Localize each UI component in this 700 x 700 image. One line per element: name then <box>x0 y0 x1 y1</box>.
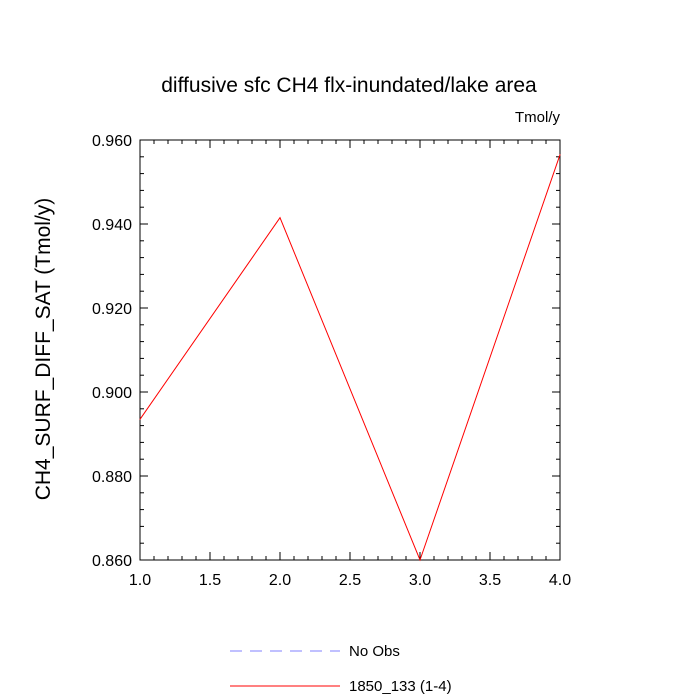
data-point <box>279 217 281 219</box>
data-point <box>559 154 561 156</box>
legend-label: 1850_133 (1-4) <box>349 678 452 695</box>
x-tick-label: 2.0 <box>269 572 291 589</box>
y-axis-label: CH4_SURF_DIFF_SAT (Tmol/y) <box>32 198 55 501</box>
legend-label: No Obs <box>349 643 400 660</box>
x-tick-label: 2.5 <box>339 572 361 589</box>
x-tick-label: 3.5 <box>479 572 501 589</box>
y-tick-label: 0.920 <box>92 301 132 318</box>
series-lines <box>139 154 561 562</box>
plot-frame <box>139 139 561 561</box>
x-tick-label: 3.0 <box>409 572 431 589</box>
series-line-1 <box>139 154 561 562</box>
y-tick-label: 0.940 <box>92 217 132 234</box>
x-tick-label: 1.0 <box>129 572 151 589</box>
data-point <box>139 418 141 420</box>
y-tick-label: 0.880 <box>92 469 132 486</box>
x-tick-label: 1.5 <box>199 572 221 589</box>
x-tick-label: 4.0 <box>549 572 571 589</box>
y-tick-label: 0.900 <box>92 385 132 402</box>
chart-title: diffusive sfc CH4 flx-inundated/lake are… <box>161 74 537 97</box>
data-point <box>419 559 421 561</box>
y-tick-label: 0.960 <box>92 133 132 150</box>
units-label: Tmol/y <box>515 109 561 126</box>
tick-labels: 1.0 1.5 2.0 2.5 3.0 3.5 4.0 0.860 0.880 0.900 0.92… <box>92 133 571 589</box>
legend: No Obs 1850_133 (1-4) <box>230 643 452 695</box>
axis-ticks <box>139 139 561 561</box>
y-tick-label: 0.860 <box>92 553 132 570</box>
